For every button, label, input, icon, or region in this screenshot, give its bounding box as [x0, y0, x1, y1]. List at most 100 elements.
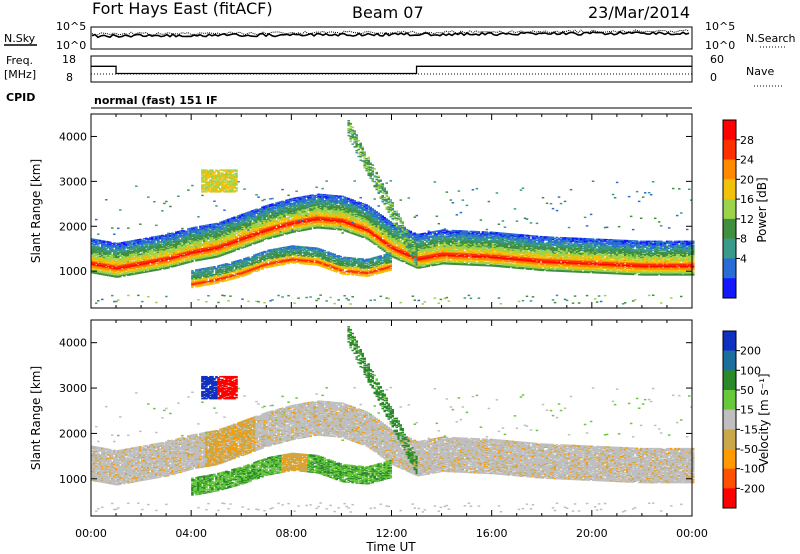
freq-tick-low: 8 [66, 71, 73, 84]
freq-label: Freq. [6, 54, 33, 67]
power-cell [309, 227, 312, 228]
power-cell [281, 189, 284, 190]
beam-label: Beam 07 [352, 3, 424, 22]
power-cell [187, 189, 190, 190]
power-cell [115, 301, 118, 302]
power-cell [305, 297, 308, 298]
frequency-trace [91, 66, 692, 73]
power-cell [111, 295, 114, 296]
power-cell [161, 210, 164, 211]
power-cell [317, 298, 320, 299]
power-cell [215, 205, 218, 206]
power-cell [277, 295, 280, 296]
power-cell [105, 199, 108, 200]
power-cell [323, 250, 326, 251]
noise-right-tick-low: 10^0 [705, 39, 735, 52]
power-cell [191, 270, 194, 271]
power-cell [319, 294, 322, 295]
power-cell [137, 295, 140, 296]
power-cell [315, 300, 318, 301]
power-cell [257, 301, 260, 302]
power-cell [197, 299, 200, 300]
station-title: Fort Hays East (fitACF) [92, 0, 273, 18]
power-cell [165, 201, 168, 202]
power-cell [117, 299, 120, 300]
power-cell [191, 185, 194, 186]
power-cell [329, 297, 332, 298]
power-cell [213, 200, 216, 201]
cpid-value: normal (fast) 151 IF [94, 94, 218, 107]
power-cell [207, 295, 210, 296]
power-cell [153, 201, 156, 202]
freq-panel-frame [91, 56, 692, 82]
power-cell [217, 302, 220, 303]
power-cell [119, 209, 122, 210]
power-cell [315, 187, 318, 188]
freq-tick-high: 18 [62, 53, 76, 66]
power-cell [297, 297, 300, 298]
noise-left-tick-high: 10^5 [56, 20, 86, 33]
power-cell [287, 295, 290, 296]
power-cell [169, 206, 172, 207]
power-cell [325, 300, 328, 301]
power-cell [147, 196, 150, 197]
cpid-label: CPID [6, 91, 35, 104]
power-cell [191, 260, 194, 261]
power-cell [181, 228, 184, 229]
power-cell [195, 226, 198, 227]
power-cell [113, 234, 116, 235]
power-cell [201, 195, 204, 196]
power-cell [117, 228, 120, 229]
power-cell [295, 191, 298, 192]
power-cell [305, 211, 308, 212]
power-cell [243, 188, 246, 189]
power-cell [97, 233, 100, 234]
power-cell [229, 295, 232, 296]
nave-tick-low: 0 [710, 71, 717, 84]
noise-left-tick-low: 10^0 [56, 39, 86, 52]
power-cell [197, 216, 200, 217]
power-cell [163, 203, 166, 204]
power-cell [101, 299, 104, 300]
power-cell [241, 298, 244, 299]
power-cell [95, 302, 98, 303]
power-cell [139, 223, 142, 224]
freq-unit-label: [MHz] [4, 68, 36, 81]
power-cell [321, 188, 324, 189]
power-cell [287, 195, 290, 196]
nsky-label: N.Sky [4, 32, 36, 45]
power-cell [127, 227, 130, 228]
power-cell [141, 301, 144, 302]
power-cell [227, 300, 230, 301]
date-label: 23/Mar/2014 [588, 3, 690, 22]
power-cell [263, 302, 266, 303]
power-cell [155, 225, 158, 226]
power-cell [155, 302, 158, 303]
power-cell [281, 296, 284, 297]
power-cell [109, 242, 112, 243]
power-cell [247, 301, 250, 302]
power-cell [257, 196, 260, 197]
power-cell [223, 295, 226, 296]
power-cell [165, 296, 168, 297]
nave-label: Nave [746, 65, 774, 78]
power-cell [111, 227, 114, 228]
power-cell [177, 196, 180, 197]
power-cell [97, 300, 100, 301]
power-cell [263, 199, 266, 200]
power-cell [135, 185, 138, 186]
nsearch-label: N.Search [746, 32, 796, 45]
power-cell [147, 296, 150, 297]
power-cell [255, 194, 258, 195]
power-cell [127, 295, 130, 296]
nave-tick-high: 60 [710, 53, 724, 66]
power-cell [281, 234, 284, 235]
noise-panel-frame [91, 27, 692, 49]
noise-right-tick-high: 10^5 [705, 20, 735, 33]
power-cell [271, 198, 274, 199]
power-cell [223, 209, 226, 210]
power-cell [309, 296, 312, 297]
power-cell [213, 266, 216, 267]
